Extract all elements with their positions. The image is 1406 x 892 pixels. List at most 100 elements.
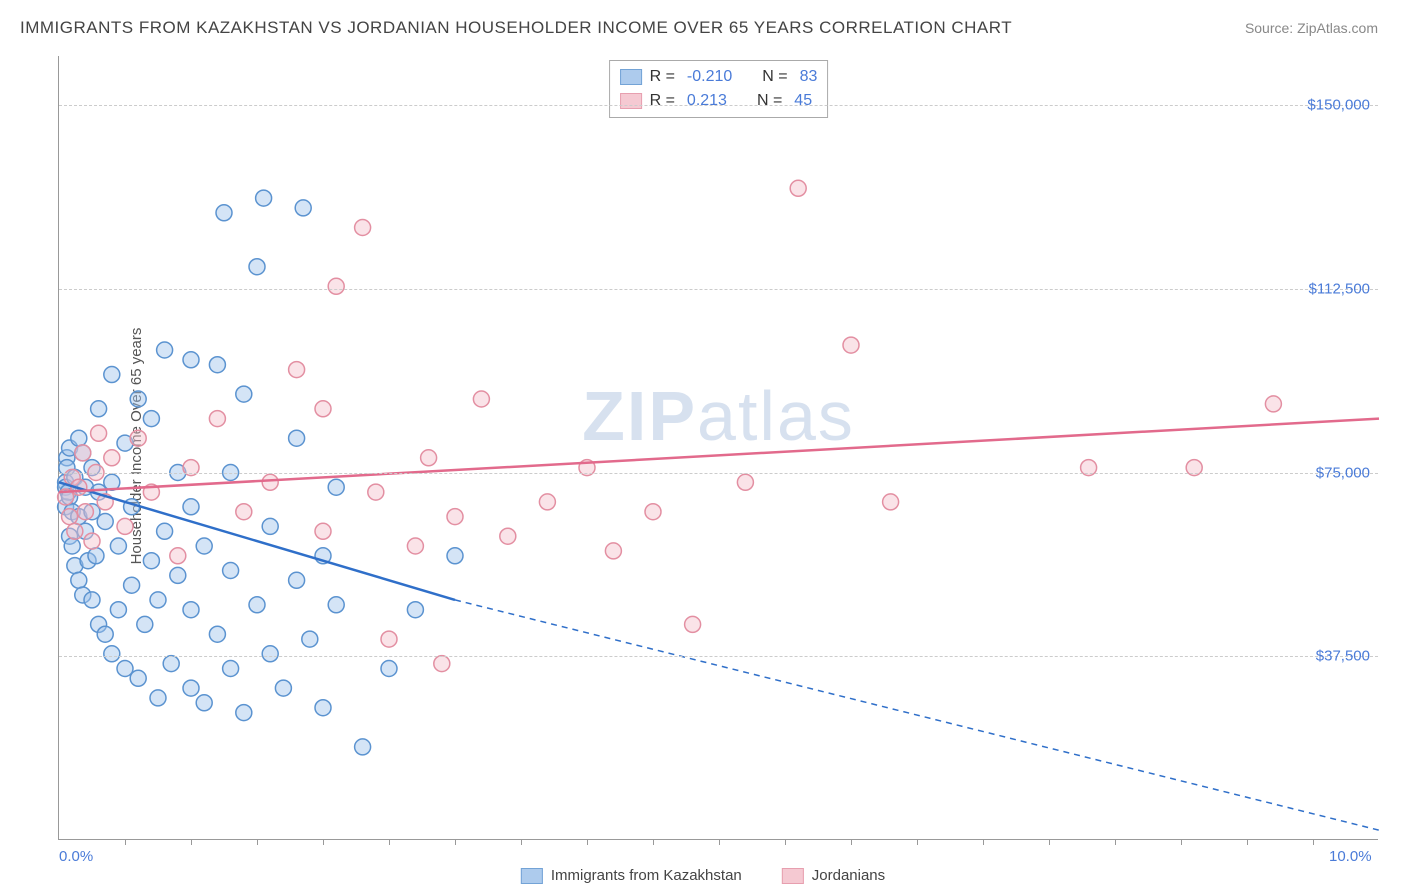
data-point bbox=[75, 445, 91, 461]
legend-n-value-1: 83 bbox=[800, 68, 818, 86]
x-tick-mark bbox=[587, 839, 588, 845]
x-tick-mark bbox=[323, 839, 324, 845]
x-tick-mark bbox=[983, 839, 984, 845]
data-point bbox=[1265, 396, 1281, 412]
x-tick-mark bbox=[785, 839, 786, 845]
data-point bbox=[77, 504, 93, 520]
legend-n-label: N = bbox=[762, 68, 787, 86]
data-point bbox=[236, 705, 252, 721]
series-legend: Immigrants from Kazakhstan Jordanians bbox=[521, 867, 885, 884]
data-point bbox=[328, 278, 344, 294]
data-point bbox=[737, 474, 753, 490]
data-point bbox=[249, 597, 265, 613]
y-tick-label: $75,000 bbox=[1316, 464, 1370, 481]
data-point bbox=[434, 656, 450, 672]
data-point bbox=[91, 401, 107, 417]
swatch-series1 bbox=[620, 69, 642, 85]
data-point bbox=[84, 592, 100, 608]
data-point bbox=[157, 523, 173, 539]
gridline bbox=[59, 473, 1378, 474]
data-point bbox=[262, 646, 278, 662]
data-point bbox=[183, 680, 199, 696]
data-point bbox=[223, 661, 239, 677]
data-point bbox=[104, 367, 120, 383]
gridline bbox=[59, 656, 1378, 657]
data-point bbox=[262, 474, 278, 490]
data-point bbox=[381, 631, 397, 647]
swatch-series1-bottom bbox=[521, 868, 543, 884]
data-point bbox=[256, 190, 272, 206]
data-point bbox=[315, 401, 331, 417]
data-point bbox=[368, 484, 384, 500]
data-point bbox=[117, 518, 133, 534]
data-point bbox=[883, 494, 899, 510]
x-tick-mark bbox=[719, 839, 720, 845]
data-point bbox=[209, 626, 225, 642]
x-tick-mark bbox=[1049, 839, 1050, 845]
data-point bbox=[236, 386, 252, 402]
data-point bbox=[289, 362, 305, 378]
data-point bbox=[104, 450, 120, 466]
data-point bbox=[91, 425, 107, 441]
data-point bbox=[355, 739, 371, 755]
data-point bbox=[104, 646, 120, 662]
legend-r-value-2: 0.213 bbox=[687, 92, 727, 110]
swatch-series2-bottom bbox=[782, 868, 804, 884]
chart-area: R = -0.210 N = 83 R = 0.213 N = 45 ZIPat… bbox=[58, 56, 1378, 840]
x-tick-mark bbox=[521, 839, 522, 845]
data-point bbox=[605, 543, 621, 559]
data-point bbox=[289, 430, 305, 446]
data-point bbox=[407, 538, 423, 554]
data-point bbox=[216, 205, 232, 221]
data-point bbox=[236, 504, 252, 520]
data-point bbox=[143, 411, 159, 427]
chart-title: IMMIGRANTS FROM KAZAKHSTAN VS JORDANIAN … bbox=[20, 18, 1012, 38]
data-point bbox=[790, 180, 806, 196]
x-tick-mark bbox=[455, 839, 456, 845]
data-point bbox=[67, 523, 83, 539]
series1-name: Immigrants from Kazakhstan bbox=[551, 867, 742, 884]
data-point bbox=[150, 690, 166, 706]
data-point bbox=[328, 479, 344, 495]
data-point bbox=[84, 533, 100, 549]
x-tick-mark bbox=[1247, 839, 1248, 845]
data-point bbox=[150, 592, 166, 608]
data-point bbox=[97, 626, 113, 642]
data-point bbox=[328, 597, 344, 613]
y-tick-label: $112,500 bbox=[1309, 280, 1370, 297]
data-point bbox=[302, 631, 318, 647]
data-point bbox=[209, 411, 225, 427]
data-point bbox=[130, 430, 146, 446]
x-tick-mark bbox=[653, 839, 654, 845]
data-point bbox=[130, 391, 146, 407]
data-point bbox=[843, 337, 859, 353]
x-tick-mark bbox=[1313, 839, 1314, 845]
data-point bbox=[685, 616, 701, 632]
data-point bbox=[110, 538, 126, 554]
gridline bbox=[59, 105, 1378, 106]
legend-row-series2: R = 0.213 N = 45 bbox=[620, 89, 818, 113]
legend-r-label: R = bbox=[650, 92, 675, 110]
data-point bbox=[183, 352, 199, 368]
data-point bbox=[62, 509, 78, 525]
x-tick-mark bbox=[1115, 839, 1116, 845]
data-point bbox=[163, 656, 179, 672]
y-tick-label: $150,000 bbox=[1307, 97, 1370, 114]
trend-line-extrapolated bbox=[455, 600, 1379, 830]
x-tick-mark bbox=[125, 839, 126, 845]
x-tick-label: 0.0% bbox=[59, 848, 93, 865]
data-point bbox=[157, 342, 173, 358]
legend-item-series2: Jordanians bbox=[782, 867, 885, 884]
data-point bbox=[355, 220, 371, 236]
x-tick-label: 10.0% bbox=[1329, 848, 1372, 865]
data-point bbox=[315, 523, 331, 539]
data-point bbox=[97, 514, 113, 530]
data-point bbox=[196, 538, 212, 554]
source-label: Source: ZipAtlas.com bbox=[1245, 20, 1378, 36]
x-tick-mark bbox=[917, 839, 918, 845]
x-tick-mark bbox=[1181, 839, 1182, 845]
data-point bbox=[223, 563, 239, 579]
data-point bbox=[143, 553, 159, 569]
x-tick-mark bbox=[389, 839, 390, 845]
data-point bbox=[71, 430, 87, 446]
